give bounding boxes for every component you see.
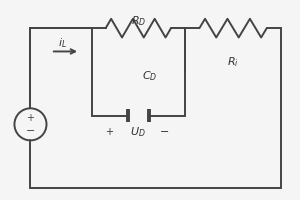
Text: $R_D$: $R_D$ [131,14,146,28]
Text: $i_L$: $i_L$ [58,36,67,50]
Text: −: − [160,127,169,137]
Text: $C_D$: $C_D$ [142,69,158,83]
Text: +: + [105,127,113,137]
Text: $U_D$: $U_D$ [130,125,146,139]
Text: −: − [26,126,35,136]
Text: $R_i$: $R_i$ [227,55,239,69]
Text: +: + [26,113,34,123]
